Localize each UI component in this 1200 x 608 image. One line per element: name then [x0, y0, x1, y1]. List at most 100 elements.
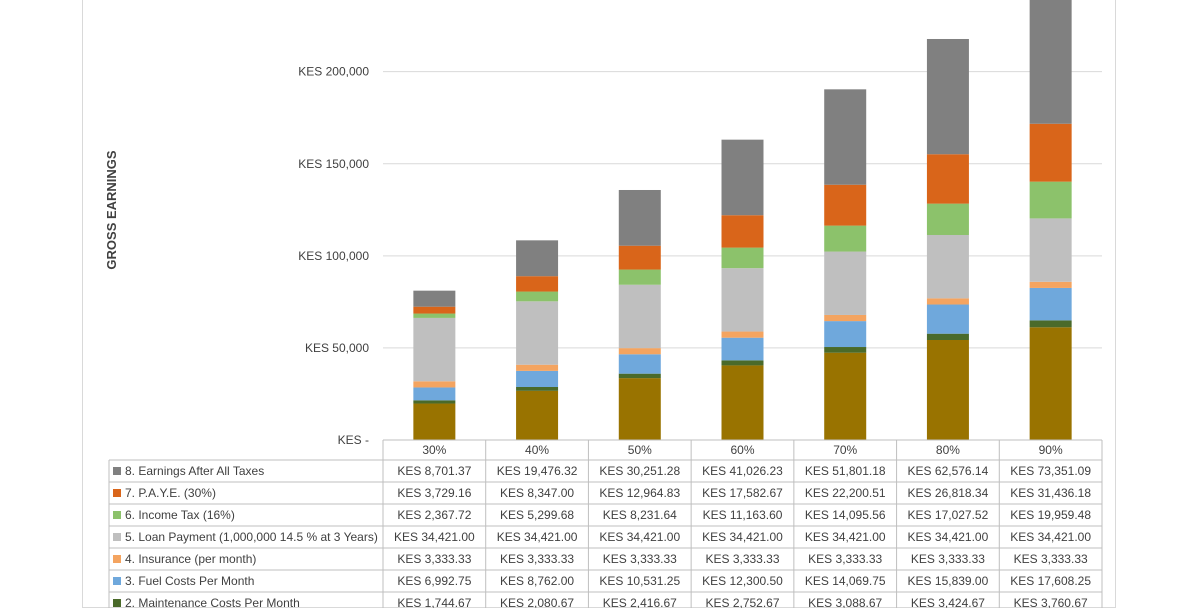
table-cell: KES 3,333.33 [808, 552, 882, 566]
table-cell: KES 3,333.33 [397, 552, 471, 566]
legend-swatch [113, 599, 121, 607]
legend-entry: 2. Maintenance Costs Per Month [125, 596, 300, 608]
y-axis-title: GROSS EARNINGS [104, 150, 119, 270]
bar-segment [926, 298, 969, 305]
x-tick-label: 90% [1039, 443, 1063, 457]
table-cell: KES 34,421.00 [599, 530, 680, 544]
bar-segment [413, 290, 456, 307]
table-cell: KES 34,421.00 [702, 530, 783, 544]
bar-segment [824, 184, 867, 226]
bar-segment [824, 314, 867, 322]
bar-segment [721, 331, 764, 338]
table-cell: KES 3,333.33 [911, 552, 985, 566]
table-cell: KES 34,421.00 [497, 530, 578, 544]
bar-segment [618, 245, 661, 270]
bar-segment [926, 234, 969, 299]
legend-entry: 7. P.A.Y.E. (30%) [125, 486, 216, 500]
table-cell: KES 8,762.00 [500, 574, 574, 588]
bar-segment [618, 378, 661, 440]
bar-segment [516, 364, 559, 371]
y-tick-label: KES 50,000 [305, 341, 369, 355]
bar-segment [824, 251, 867, 315]
legend-entry: 6. Income Tax (16%) [125, 508, 235, 522]
table-cell: KES 3,333.33 [1014, 552, 1088, 566]
legend-swatch [113, 577, 121, 585]
bar-segment [824, 89, 867, 185]
bar-segment [413, 317, 456, 382]
table-cell: KES 19,959.48 [1010, 508, 1091, 522]
table-cell: KES 8,347.00 [500, 486, 574, 500]
table-cell: KES 2,080.67 [500, 596, 574, 608]
bar-segment [721, 337, 764, 361]
table-cell: KES 2,752.67 [705, 596, 779, 608]
bar-segment [926, 333, 969, 340]
bar-segment [926, 38, 969, 155]
table-cell: KES 15,839.00 [908, 574, 989, 588]
table-cell: KES 11,163.60 [703, 508, 783, 522]
bar-segment [516, 276, 559, 292]
y-tick-label: KES 200,000 [298, 65, 369, 79]
table-cell: KES 26,818.34 [908, 486, 989, 500]
bar-segment [1029, 123, 1072, 182]
table-cell: KES 19,476.32 [497, 464, 578, 478]
bar-segment [824, 321, 867, 348]
bar-segment [413, 306, 456, 314]
table-cell: KES 3,333.33 [603, 552, 677, 566]
legend-swatch [113, 533, 121, 541]
legend-entry: 3. Fuel Costs Per Month [125, 574, 254, 588]
x-tick-label: 30% [422, 443, 446, 457]
legend-swatch [113, 489, 121, 497]
bar-segment [721, 247, 764, 269]
y-axis-ticks: KES - KES 50,000 KES 100,000 KES 150,000 KES… [298, 65, 369, 447]
x-tick-label: 60% [730, 443, 754, 457]
bar-segment [618, 189, 661, 246]
legend-swatch [113, 511, 121, 519]
bar-segment [721, 268, 764, 332]
bars [413, 0, 1072, 440]
table-cell: KES 5,299.68 [500, 508, 574, 522]
legend-entry: 5. Loan Payment (1,000,000 14.5 % at 3 Y… [125, 530, 378, 544]
y-tick-label: KES 150,000 [298, 157, 369, 171]
bar-segment [1029, 281, 1072, 288]
table-cell: KES 30,251.28 [599, 464, 680, 478]
bar-segment [1029, 287, 1072, 321]
y-tick-label: KES 100,000 [298, 249, 369, 263]
table-cell: KES 22,200.51 [805, 486, 886, 500]
table-cell: KES 12,300.50 [702, 574, 783, 588]
bar-segment [721, 360, 764, 366]
legend-entry: 8. Earnings After All Taxes [125, 464, 264, 478]
table-cell: KES 14,069.75 [805, 574, 886, 588]
table-cell: KES 3,088.67 [808, 596, 882, 608]
legend-swatch [113, 555, 121, 563]
x-tick-label: 80% [936, 443, 960, 457]
legend-entry: 4. Insurance (per month) [125, 552, 256, 566]
bar-segment [516, 301, 559, 365]
bar-segment [1029, 218, 1072, 282]
bar-segment [413, 400, 456, 404]
table-cell: KES 3,729.16 [397, 486, 471, 500]
bar-segment [618, 269, 661, 285]
bar-segment [413, 381, 456, 388]
x-tick-label: 50% [628, 443, 652, 457]
table-cell: KES 34,421.00 [805, 530, 886, 544]
bar-segment [926, 304, 969, 334]
bar-segment [926, 339, 969, 440]
data-table: 30% 40% 50% 60% 70% 80% 90% 8. Earnings After A… [108, 439, 1103, 608]
bar-segment [516, 390, 559, 440]
table-cell: KES 3,333.33 [500, 552, 574, 566]
bar-segment [1029, 320, 1072, 328]
bar-segment [618, 284, 661, 349]
bar-segment [618, 348, 661, 355]
table-cell: KES 34,421.00 [1010, 530, 1091, 544]
chart-frame: KES - KES 50,000 KES 100,000 KES 150,000 KES… [82, 0, 1116, 608]
bar-segment [1029, 327, 1072, 440]
bar-segment [721, 139, 764, 216]
table-cell: KES 1,744.67 [397, 596, 471, 608]
bar-segment [413, 403, 456, 440]
table-cell: KES 51,801.18 [805, 464, 886, 478]
table-cell: KES 2,367.72 [397, 508, 471, 522]
table-cell: KES 3,333.33 [705, 552, 779, 566]
bar-segment [1029, 0, 1072, 124]
bar-segment [824, 225, 867, 252]
table-cell: KES 8,701.37 [397, 464, 471, 478]
